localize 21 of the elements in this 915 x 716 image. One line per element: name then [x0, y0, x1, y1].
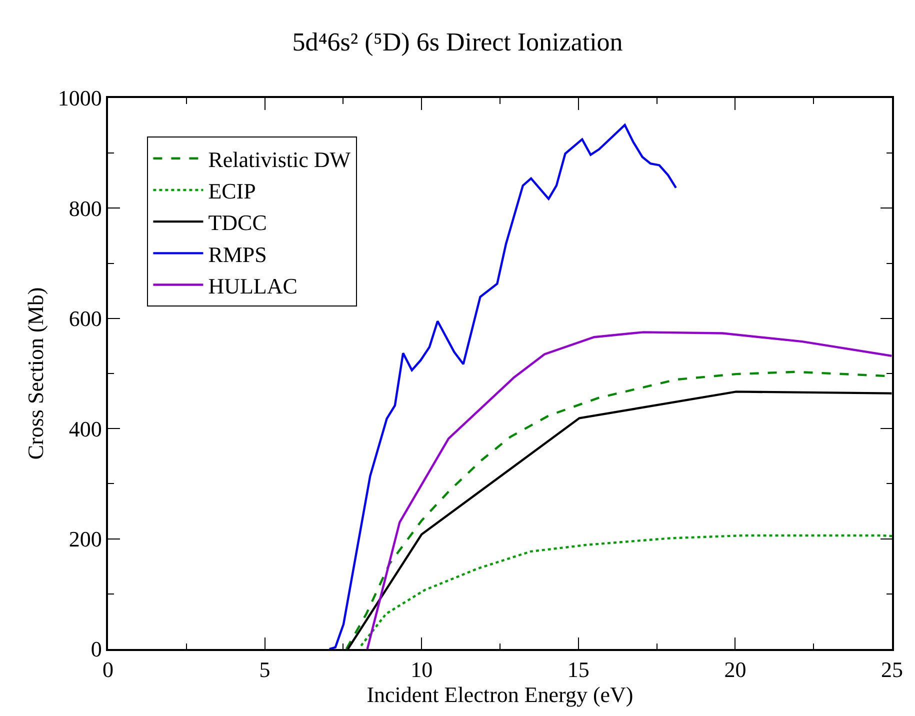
- y-tick-label: 600: [68, 306, 102, 332]
- x-tick-label: 15: [567, 657, 590, 682]
- legend-label: TDCC: [208, 210, 267, 236]
- y-tick-label: 800: [68, 196, 102, 221]
- line-series: [366, 331, 892, 649]
- line-series: [360, 534, 892, 647]
- legend-label: HULLAC: [208, 273, 298, 298]
- legend-label: Relativistic DW: [208, 146, 351, 172]
- x-tick-label: 10: [410, 657, 433, 682]
- x-tick-label: 20: [724, 657, 746, 682]
- x-axis-title: Incident Electron Energy (eV): [366, 682, 634, 708]
- y-tick-label: 1000: [58, 86, 102, 111]
- legend-label: RMPS: [208, 242, 267, 267]
- legend-label: ECIP: [208, 178, 256, 204]
- y-tick-label: 200: [68, 526, 102, 552]
- y-tick-label: 0: [90, 636, 102, 662]
- y-axis-title: Cross Section (Mb): [23, 287, 48, 460]
- chart-title: 5d⁴6s² (⁵D) 6s Direct Ionization: [292, 27, 623, 56]
- x-tick-label: 5: [259, 657, 270, 682]
- x-tick-label: 25: [881, 657, 903, 682]
- y-tick-label: 400: [68, 416, 102, 442]
